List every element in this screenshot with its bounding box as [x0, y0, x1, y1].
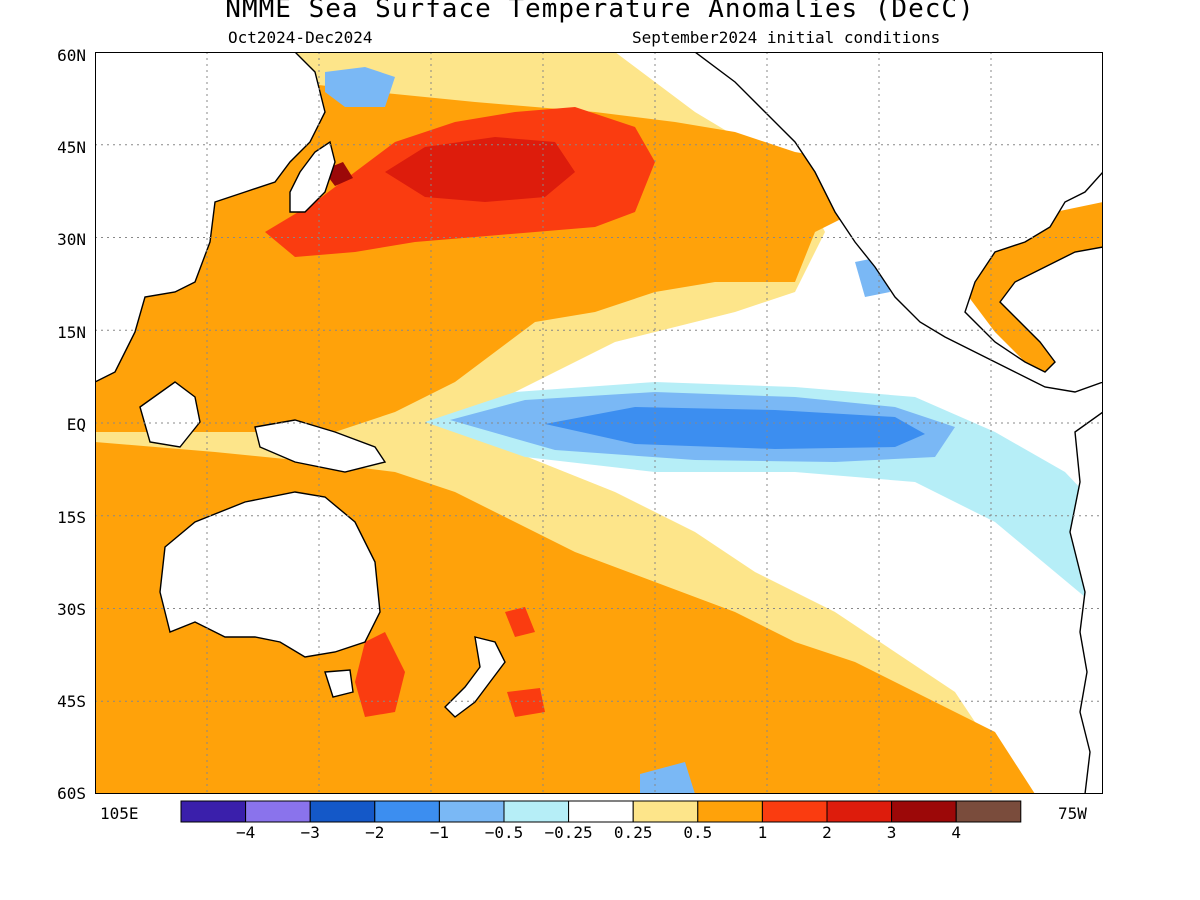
color-legend: [180, 800, 1022, 823]
land-new-zealand: [444, 636, 506, 718]
map-title: NMME Sea Surface Temperature Anomalies (…: [225, 0, 975, 24]
land-japan: [289, 140, 336, 213]
forecast-period: Oct2024-Dec2024: [228, 28, 373, 47]
legend-tick-label: 0.25: [613, 823, 653, 842]
hot-spot-tasman: [355, 632, 405, 717]
legend-swatch: [309, 800, 376, 823]
land-australia: [159, 491, 381, 658]
lat-label-45s: 45S: [57, 692, 86, 711]
lon-label-west: 105E: [100, 804, 139, 823]
cold-patch-kamchatka: [325, 67, 395, 107]
lat-label-45n: 45N: [57, 138, 86, 157]
lat-label-60s: 60S: [57, 784, 86, 803]
legend-swatch: [438, 800, 505, 823]
map-frame: [95, 52, 1103, 794]
lat-label-30n: 30N: [57, 230, 86, 249]
legend-swatch: [826, 800, 893, 823]
hot-spot-south-pacific-2: [507, 688, 545, 717]
legend-tick-label: −3: [300, 823, 320, 842]
sst-anomaly-map: [95, 52, 1103, 794]
legend-tick-label: 0.5: [683, 823, 713, 842]
legend-swatch: [955, 800, 1022, 823]
legend-swatch: [761, 800, 828, 823]
legend-swatch: [632, 800, 699, 823]
lat-label-eq: EQ: [66, 415, 86, 434]
cold-tongue-core: [545, 407, 925, 449]
lat-label-30s: 30S: [57, 600, 86, 619]
legend-swatch: [568, 800, 634, 823]
legend-swatch: [245, 800, 311, 823]
cold-patch-southern: [640, 762, 695, 794]
legend-tick-label: −4: [235, 823, 256, 842]
graticule: [95, 52, 1103, 794]
lon-label-east: 75W: [1058, 804, 1087, 823]
land-new-guinea: [254, 419, 387, 473]
legend-tick-label: 1: [757, 823, 768, 842]
legend-swatch: [697, 800, 763, 823]
legend-tick-label: 4: [951, 823, 962, 842]
land-masses: [95, 52, 1103, 794]
hot-spot-south-pacific: [505, 607, 535, 637]
land-borneo-sulawesi: [139, 381, 201, 448]
land-north-america: [693, 52, 1103, 393]
lat-label-15s: 15S: [57, 508, 86, 527]
hot-spot-north-pacific-core: [385, 137, 575, 202]
legend-tick-label: −0.5: [484, 823, 524, 842]
land-tasmania: [324, 669, 354, 698]
legend-swatch: [891, 800, 957, 823]
lat-label-60n: 60N: [57, 46, 86, 65]
legend-tick-label: −2: [365, 823, 385, 842]
legend-swatch: [503, 800, 570, 823]
anomaly-field: [95, 52, 1103, 794]
legend-swatch: [374, 800, 440, 823]
legend-swatch: [180, 800, 247, 823]
legend-tick-label: 3: [886, 823, 897, 842]
legend-tick-label: −0.25: [544, 823, 593, 842]
warm-zone-west-north-pacific: [95, 82, 875, 432]
initial-conditions: September2024 initial conditions: [632, 28, 941, 47]
land-asia: [95, 52, 326, 383]
land-south-america: [1069, 411, 1103, 794]
lat-label-15n: 15N: [57, 323, 86, 342]
legend-tick-label: 2: [822, 823, 832, 842]
legend-tick-label: −1: [429, 823, 450, 842]
